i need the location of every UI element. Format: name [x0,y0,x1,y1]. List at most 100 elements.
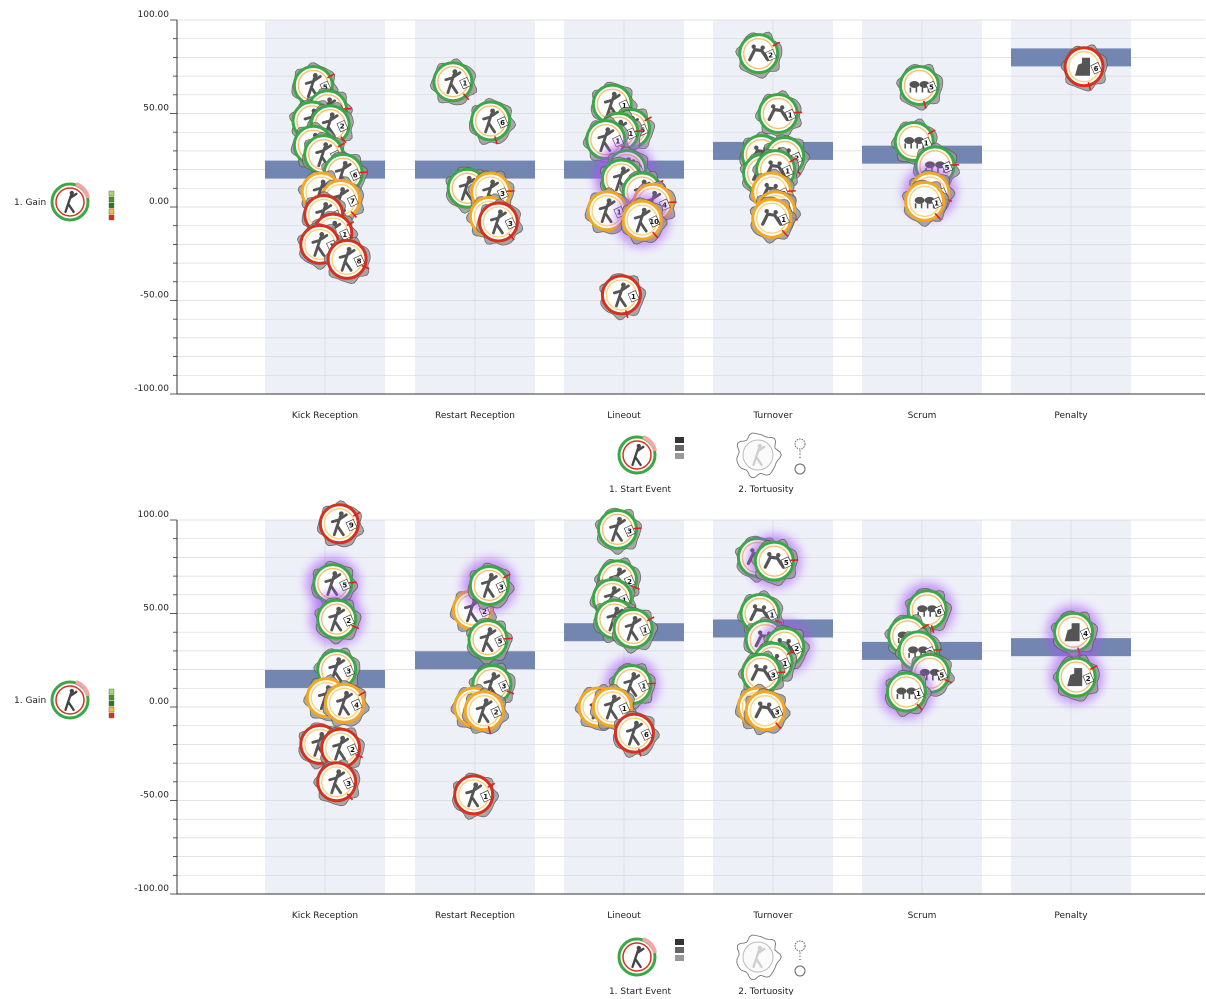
scrum-pack-icon [915,197,925,204]
count-label: 3 [499,583,504,591]
count-label: 10 [649,218,659,226]
player-head-icon [787,639,791,643]
data-point: 10 [615,193,669,247]
y-tick-label: 0.00 [149,197,169,207]
post-icon [1072,623,1080,641]
start-event-pattern-swatch [675,445,684,451]
count-label: 1 [462,80,467,88]
count-label: 8 [357,257,362,265]
count-label: 1 [788,112,793,120]
x-tick-label: Scrum [908,911,937,921]
player-head-icon [775,654,779,658]
count-label: 1 [781,216,786,224]
x-tick-label: Restart Reception [435,411,515,421]
player-head-icon [762,605,766,609]
count-label: 1 [643,626,648,634]
data-point: 3 [462,558,516,612]
start-event-pattern-swatch [675,437,684,443]
gain-scale-swatch [109,215,114,220]
count-label: 5 [939,671,944,679]
count-label: 1 [916,690,921,698]
start-event-pattern-swatch [675,955,684,961]
gain-legend: 1. Gain [14,184,114,220]
bottom-legend: 1. Start Event⋮2. Tortuosity [609,935,805,995]
player-head-icon [763,665,767,669]
count-label: 1 [641,683,646,691]
count-label: 3 [346,668,351,676]
gain-scale-swatch [109,197,114,202]
player-head-icon [780,105,784,109]
scrum-pack-icon [904,137,914,144]
player-head-icon [774,210,778,214]
tortuosity-low-icon [795,464,805,474]
x-tick-label: Lineout [607,411,641,421]
count-label: 1 [924,140,929,148]
y-tick-label: 100.00 [138,510,170,520]
tortuosity-legend-label: 2. Tortuosity [738,987,794,995]
player-head-icon [774,184,778,188]
count-label: 6 [644,731,649,739]
count-label: 2 [494,709,499,717]
x-tick-label: Kick Reception [292,911,358,921]
count-label: 2 [346,617,351,625]
player-head-icon [767,703,771,707]
count-label: 4 [1083,630,1088,638]
scrum-pack-icon [908,646,918,653]
tortuosity-legend-label: 2. Tortuosity [738,485,794,495]
player-head-icon [758,702,762,706]
x-tick-label: Restart Reception [435,911,515,921]
player-head-icon [761,45,765,49]
count-label: 6 [500,119,505,127]
y-tick-label: 50.00 [143,104,169,114]
player-head-icon [767,552,771,556]
count-label: 7 [350,198,355,206]
player-head-icon [776,553,780,557]
count-label: 6 [1094,65,1099,73]
count-label: 6 [937,608,942,616]
gain-scale-swatch [109,203,114,208]
x-tick-label: Turnover [752,411,792,421]
count-label: 2 [1086,675,1091,683]
player-head-icon [754,664,758,668]
count-label: 1 [770,612,775,620]
count-label: 5 [498,638,503,646]
start-event-legend-label: 1. Start Event [609,485,672,495]
count-label: 2 [768,52,773,60]
gain-legend-label: 1. Gain [14,198,46,208]
gain-scale-swatch [109,191,114,196]
gain-legend: 1. Gain [14,682,114,718]
count-label: 5 [342,582,347,590]
data-point: 2 [1049,650,1103,704]
x-tick-label: Penalty [1054,411,1088,421]
player-head-icon [753,604,757,608]
post-icon [1074,668,1082,686]
count-label: 3 [346,780,351,788]
count-label: 2 [350,746,355,754]
count-label: 1 [934,199,939,207]
gain-legend-label: 1. Gain [14,696,46,706]
y-tick-label: -50.00 [140,291,169,301]
tortuosity-high-icon [795,941,805,951]
data-point: 1 [879,665,933,719]
player-head-icon [754,145,758,149]
player-head-icon [771,104,775,108]
count-label: 3 [771,671,776,679]
count-label: 4 [354,701,359,709]
count-label: 2 [794,645,799,653]
data-point: 2 [310,592,364,646]
start-event-pattern-swatch [675,939,684,945]
count-label: 3 [775,709,780,717]
tortuosity-ellipsis: ⋮ [796,450,805,460]
y-tick-label: -100.00 [134,384,169,394]
bottom-legend: 1. Start Event ⋮ 2. Tortuosity [609,433,805,495]
start-event-legend-label: 1. Start Event [609,987,672,995]
tortuosity-high-icon [795,439,805,449]
data-point: 5 [747,534,801,588]
x-tick-label: Lineout [607,911,641,921]
tortuosity-low-icon [795,966,805,976]
gain-scale-swatch [109,713,114,718]
gain-scale-swatch [109,707,114,712]
post-icon [1082,58,1090,76]
